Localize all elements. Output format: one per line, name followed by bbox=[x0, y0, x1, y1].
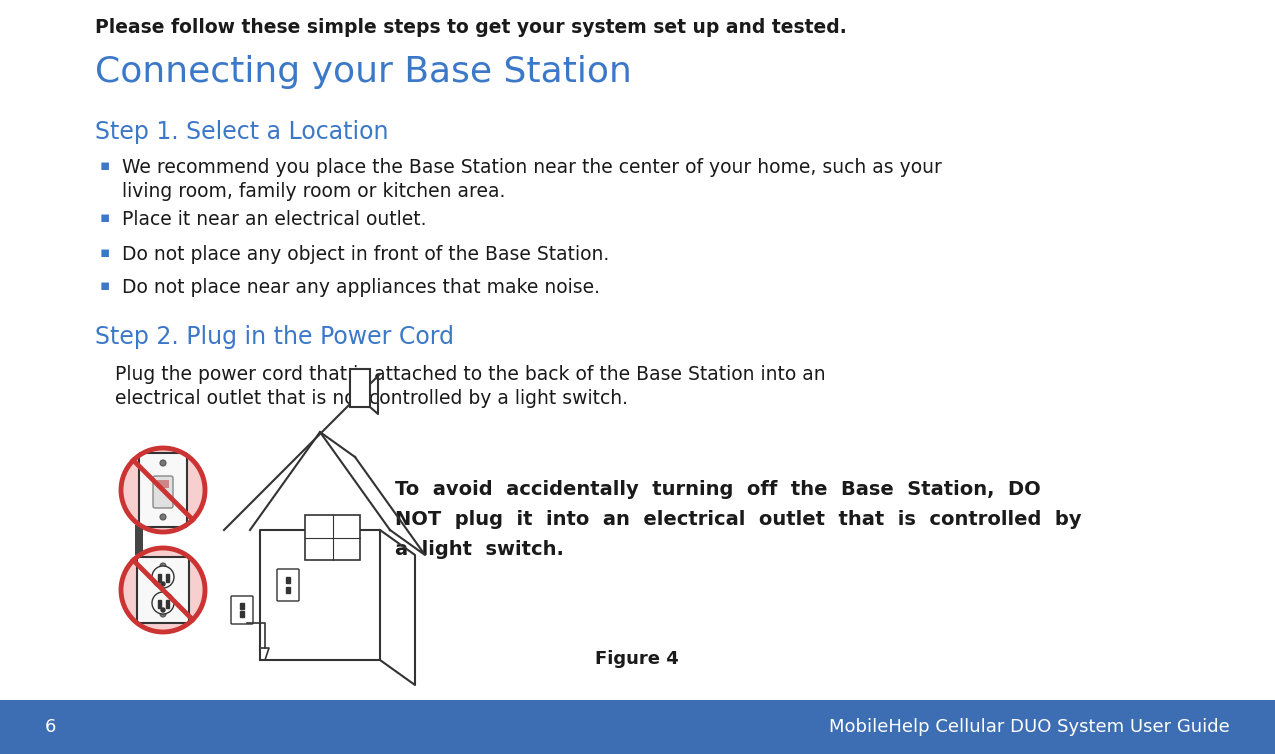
Bar bbox=[166, 574, 168, 582]
Circle shape bbox=[159, 611, 166, 617]
FancyBboxPatch shape bbox=[136, 557, 189, 623]
Circle shape bbox=[159, 514, 166, 520]
Text: Connecting your Base Station: Connecting your Base Station bbox=[96, 55, 632, 89]
Bar bbox=[135, 525, 143, 555]
Text: ▪: ▪ bbox=[99, 245, 111, 260]
Circle shape bbox=[152, 592, 173, 614]
Bar bbox=[286, 577, 289, 583]
Bar bbox=[286, 587, 289, 593]
Text: MobileHelp Cellular DUO System User Guide: MobileHelp Cellular DUO System User Guid… bbox=[829, 718, 1230, 736]
Text: ▪: ▪ bbox=[99, 210, 111, 225]
Circle shape bbox=[121, 448, 205, 532]
Text: Step 2. Plug in the Power Cord: Step 2. Plug in the Power Cord bbox=[96, 325, 454, 349]
Circle shape bbox=[121, 548, 205, 632]
Bar bbox=[240, 603, 244, 609]
Text: Step 1. Select a Location: Step 1. Select a Location bbox=[96, 120, 389, 144]
Text: Figure 4: Figure 4 bbox=[595, 650, 678, 668]
Text: Place it near an electrical outlet.: Place it near an electrical outlet. bbox=[122, 210, 427, 229]
Circle shape bbox=[152, 566, 173, 588]
FancyBboxPatch shape bbox=[139, 453, 187, 527]
Bar bbox=[305, 515, 360, 560]
Bar bbox=[158, 574, 161, 582]
Text: a  light  switch.: a light switch. bbox=[395, 540, 564, 559]
Text: 6: 6 bbox=[45, 718, 56, 736]
Text: To  avoid  accidentally  turning  off  the  Base  Station,  DO: To avoid accidentally turning off the Ba… bbox=[395, 480, 1040, 499]
Text: We recommend you place the Base Station near the center of your home, such as yo: We recommend you place the Base Station … bbox=[122, 158, 942, 177]
FancyBboxPatch shape bbox=[277, 569, 300, 601]
Bar bbox=[240, 611, 244, 617]
Text: ▪: ▪ bbox=[99, 158, 111, 173]
Circle shape bbox=[161, 582, 164, 586]
Text: electrical outlet that is not controlled by a light switch.: electrical outlet that is not controlled… bbox=[115, 389, 629, 408]
Text: living room, family room or kitchen area.: living room, family room or kitchen area… bbox=[122, 182, 505, 201]
Text: Plug the power cord that is attached to the back of the Base Station into an: Plug the power cord that is attached to … bbox=[115, 365, 826, 384]
Bar bbox=[158, 600, 161, 608]
Bar bbox=[157, 480, 170, 488]
Circle shape bbox=[159, 563, 166, 569]
Text: NOT  plug  it  into  an  electrical  outlet  that  is  controlled  by: NOT plug it into an electrical outlet th… bbox=[395, 510, 1081, 529]
Text: Do not place any object in front of the Base Station.: Do not place any object in front of the … bbox=[122, 245, 609, 264]
Text: ▪: ▪ bbox=[99, 278, 111, 293]
Circle shape bbox=[161, 608, 164, 612]
Bar bbox=[166, 600, 168, 608]
Text: Do not place near any appliances that make noise.: Do not place near any appliances that ma… bbox=[122, 278, 601, 297]
Bar bbox=[0, 700, 1275, 754]
Bar bbox=[351, 369, 370, 407]
FancyBboxPatch shape bbox=[153, 476, 173, 508]
Circle shape bbox=[159, 460, 166, 466]
FancyBboxPatch shape bbox=[231, 596, 252, 624]
Text: Please follow these simple steps to get your system set up and tested.: Please follow these simple steps to get … bbox=[96, 18, 847, 37]
